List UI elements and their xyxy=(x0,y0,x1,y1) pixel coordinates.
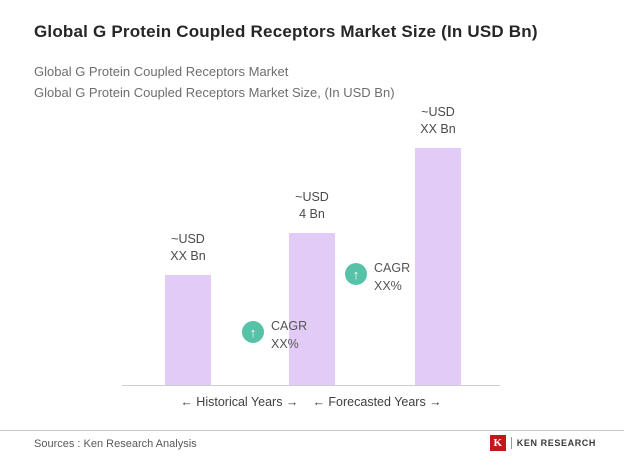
x-axis-labels: ← Historical Years → ← Forecasted Years … xyxy=(122,395,500,409)
sources-note: Sources : Ken Research Analysis xyxy=(34,438,197,450)
ken-research-logo: K KEN RESEARCH xyxy=(489,435,596,451)
cagr-label: CAGR xyxy=(374,261,411,275)
bar-value-label: ~USD XX Bn xyxy=(420,104,455,138)
bar-value-line2: XX Bn xyxy=(420,122,456,137)
cagr-annotation-text: CAGR XX% xyxy=(374,260,410,295)
cagr-label: CAGR xyxy=(271,319,308,333)
bar-value-label: ~USD XX Bn xyxy=(170,231,205,265)
bar-value-line2: 4 Bn xyxy=(299,207,325,222)
cagr-up-arrow-icon: ↑ xyxy=(345,263,367,285)
bar-value-line2: XX Bn xyxy=(170,249,206,264)
chart-subtitle-1: Global G Protein Coupled Receptors Marke… xyxy=(34,64,289,79)
axis-label-forecasted-years: ← Forecasted Years → xyxy=(312,395,442,409)
x-axis-line xyxy=(122,385,500,386)
bar-value-label: ~USD 4 Bn xyxy=(295,189,329,223)
cagr-annotation-1: ↑ CAGR XX% xyxy=(242,318,307,353)
bar-forecast xyxy=(415,148,461,385)
cagr-value: XX% xyxy=(271,336,299,351)
cagr-up-arrow-icon: ↑ xyxy=(242,321,264,343)
bar-value-line1: ~USD xyxy=(295,190,329,205)
logo-text: KEN RESEARCH xyxy=(516,438,596,448)
page-title: Global G Protein Coupled Receptors Marke… xyxy=(34,22,538,41)
cagr-value: XX% xyxy=(374,278,402,293)
cagr-annotation-text: CAGR XX% xyxy=(271,318,307,353)
bar-historical xyxy=(165,275,211,385)
chart-subtitle-2: Global G Protein Coupled Receptors Marke… xyxy=(34,85,395,100)
bar-value-line1: ~USD xyxy=(421,105,455,120)
ken-research-logo-icon: K xyxy=(489,435,506,451)
bar-group-historical: ~USD XX Bn xyxy=(150,231,226,385)
logo-separator xyxy=(510,437,512,449)
footer-divider xyxy=(0,430,624,431)
bar-group-forecast: ~USD XX Bn xyxy=(400,104,476,385)
axis-label-historical-years: ← Historical Years → xyxy=(180,395,299,409)
bar-value-line1: ~USD xyxy=(171,232,205,247)
bar-group-current: ~USD 4 Bn xyxy=(274,189,350,385)
cagr-annotation-2: ↑ CAGR XX% xyxy=(345,260,410,295)
bar-current xyxy=(289,233,335,385)
